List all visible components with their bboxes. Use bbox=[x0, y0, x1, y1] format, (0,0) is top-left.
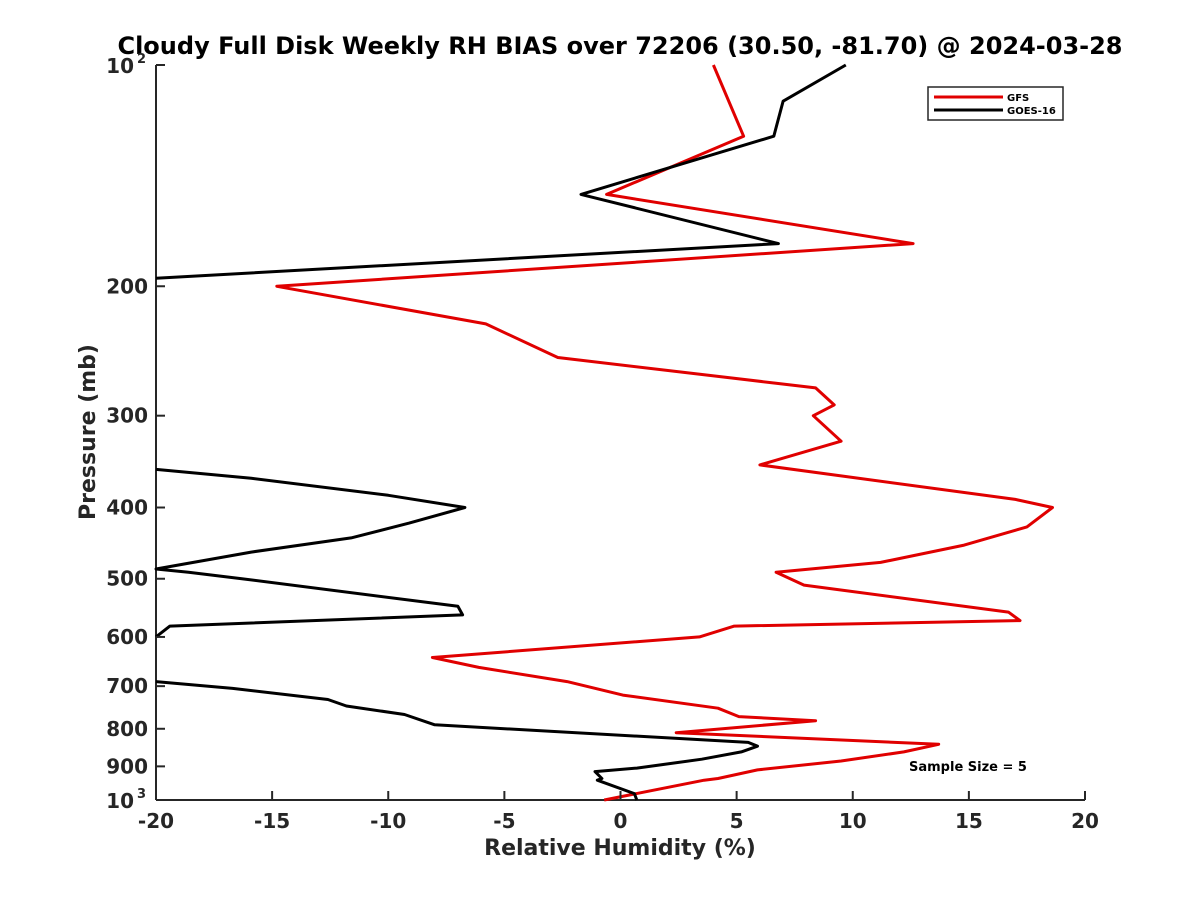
legend-label: GFS bbox=[1007, 93, 1029, 104]
chart-title: Cloudy Full Disk Weekly RH BIAS over 722… bbox=[117, 32, 1122, 60]
y-tick-label: 300 bbox=[106, 404, 148, 428]
series-line-gfs-0 bbox=[275, 64, 1054, 802]
x-tick-label: 20 bbox=[1071, 809, 1099, 833]
y-tick-label: 10 bbox=[106, 54, 134, 78]
x-tick-label: -5 bbox=[493, 809, 515, 833]
x-tick-label: 10 bbox=[839, 809, 867, 833]
plot-area bbox=[154, 63, 1085, 802]
legend: GFS GOES-16 bbox=[927, 86, 1064, 121]
x-tick-label: 15 bbox=[955, 809, 983, 833]
x-axis-label: Relative Humidity (%) bbox=[484, 836, 756, 861]
y-tick-label: 700 bbox=[106, 674, 148, 698]
x-tick-label: -15 bbox=[254, 809, 290, 833]
y-tick-label: 900 bbox=[106, 754, 148, 778]
y-tick-label: 500 bbox=[106, 567, 148, 591]
series-line-goes-16-0 bbox=[155, 63, 847, 280]
y-tick-label: 800 bbox=[106, 717, 148, 741]
x-tick-label: 5 bbox=[730, 809, 744, 833]
y-tick-label: 600 bbox=[106, 625, 148, 649]
series-line-goes-16-2 bbox=[155, 680, 759, 801]
y-tick-exponent: 3 bbox=[137, 787, 146, 802]
y-tick-exponent: 2 bbox=[137, 52, 146, 67]
series-line-goes-16-1 bbox=[154, 467, 467, 639]
legend-box bbox=[927, 86, 1064, 121]
y-tick-label: 200 bbox=[106, 274, 148, 298]
x-axis: -20 -15 -10 -5 0 5 10 15 20 bbox=[138, 791, 1099, 833]
x-tick-label: -20 bbox=[138, 809, 174, 833]
y-tick-label: 10 bbox=[106, 789, 134, 813]
sample-size-annotation: Sample Size = 5 bbox=[909, 760, 1027, 775]
y-tick-label: 400 bbox=[106, 496, 148, 520]
x-tick-label: 0 bbox=[614, 809, 628, 833]
x-tick-label: -10 bbox=[370, 809, 406, 833]
legend-label: GOES-16 bbox=[1007, 106, 1056, 117]
y-axis-label: Pressure (mb) bbox=[76, 344, 101, 520]
